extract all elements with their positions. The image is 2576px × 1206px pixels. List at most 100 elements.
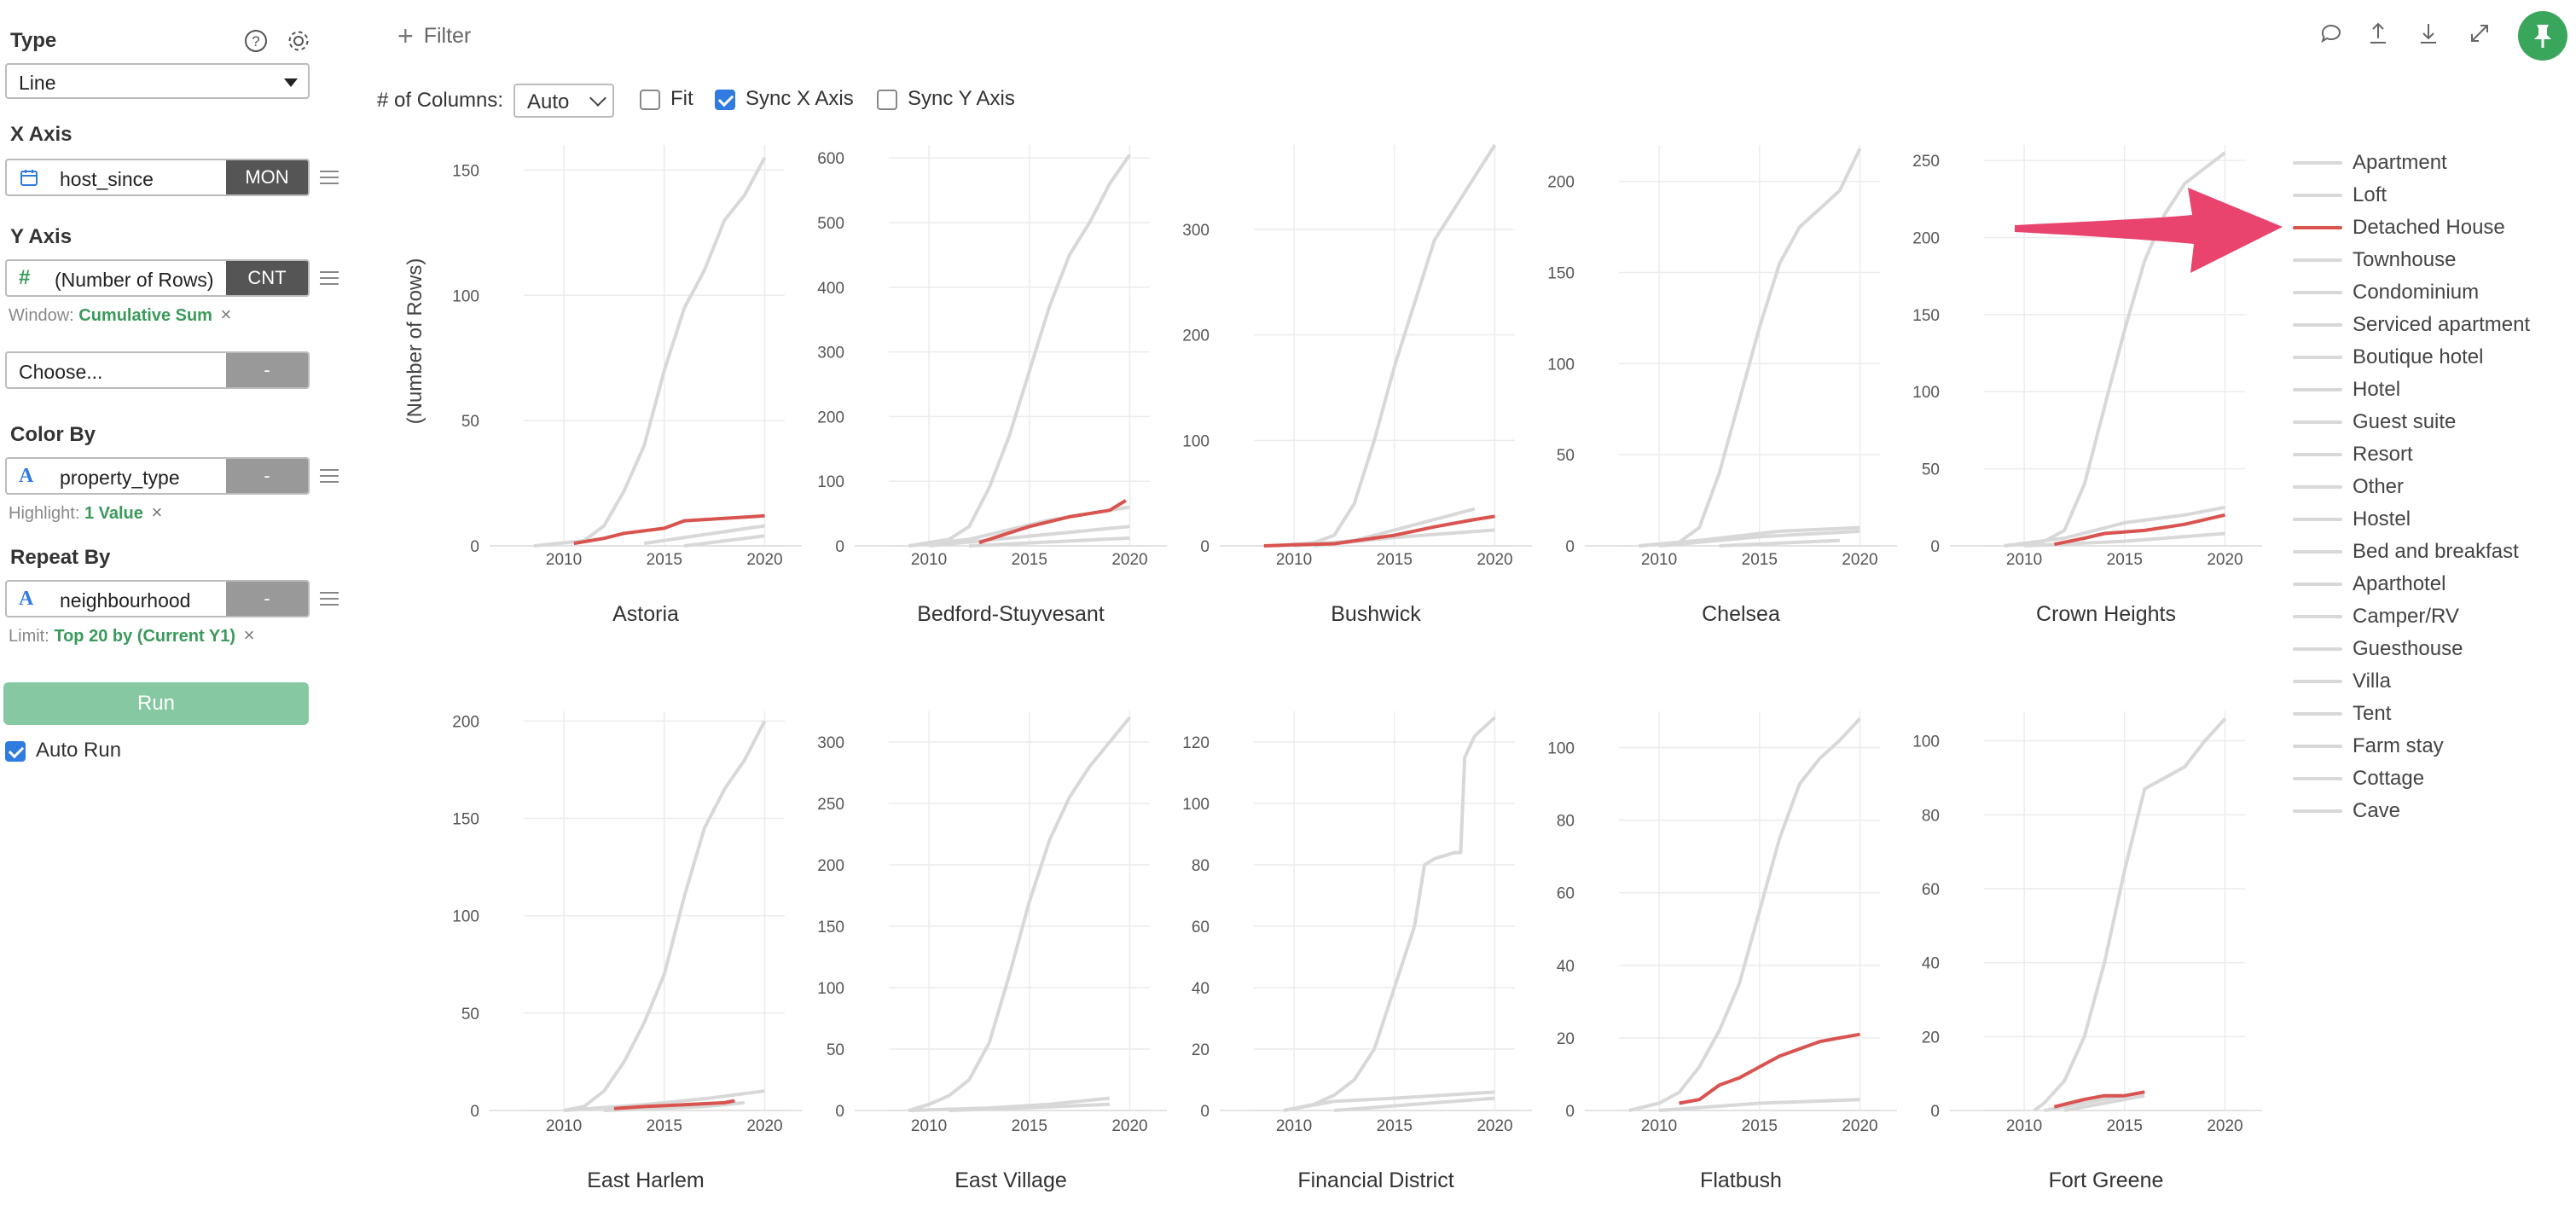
series-line-other[interactable] — [1334, 1096, 1495, 1112]
series-line-detached-house[interactable] — [573, 513, 765, 546]
legend-item[interactable]: Guest suite — [2293, 406, 2566, 438]
series-line-other[interactable] — [1658, 1098, 1860, 1112]
series-line-detached-house[interactable] — [1679, 1032, 1860, 1105]
auto-run-toggle[interactable]: Auto Run — [5, 739, 121, 762]
y-tick-label: 120 — [1182, 734, 1210, 752]
series-line-other[interactable] — [604, 1100, 746, 1112]
comment-icon[interactable] — [2318, 20, 2344, 46]
remove-window-icon[interactable]: × — [220, 304, 232, 325]
series-line-apartment[interactable] — [1273, 143, 1497, 548]
sync-y-checkbox[interactable] — [877, 89, 897, 110]
series-line-other[interactable] — [684, 534, 765, 548]
legend-item[interactable]: Camper/RV — [2293, 600, 2566, 633]
window-value-link[interactable]: Cumulative Sum — [78, 306, 212, 325]
pin-button[interactable] — [2518, 11, 2567, 61]
series-line-other[interactable] — [1658, 529, 1860, 548]
menu-icon[interactable] — [320, 469, 339, 483]
series-line-detached-house[interactable] — [978, 499, 1127, 545]
series-line-detached-house[interactable] — [2053, 1090, 2145, 1109]
upload-icon[interactable] — [2365, 20, 2391, 46]
legend-item[interactable]: Hostel — [2293, 503, 2566, 536]
legend-item[interactable]: Bed and breakfast — [2293, 536, 2566, 568]
sync-x-checkbox[interactable] — [715, 89, 735, 110]
series-line-apartment[interactable] — [908, 716, 1132, 1112]
series-line-apartment[interactable] — [563, 720, 767, 1112]
legend-item[interactable]: Townhouse — [2293, 244, 2566, 276]
panel-title: Fort Greene — [2049, 1168, 2164, 1192]
extra-field-chooser[interactable]: Choose... - — [5, 351, 310, 389]
legend-item[interactable]: Farm stay — [2293, 730, 2566, 762]
series-line-other[interactable] — [1293, 507, 1476, 548]
series-line-other[interactable] — [928, 525, 1130, 548]
legend-item[interactable]: Cottage — [2293, 762, 2566, 795]
series-line-apartment[interactable] — [1283, 716, 1496, 1112]
legend-item[interactable]: Boutique hotel — [2293, 341, 2566, 374]
series-line-other[interactable] — [949, 1102, 1110, 1112]
download-icon[interactable] — [2416, 20, 2441, 46]
menu-icon[interactable] — [320, 271, 339, 285]
series-line-other[interactable] — [2004, 505, 2225, 548]
remove-highlight-icon[interactable]: × — [151, 502, 163, 523]
series-line-other[interactable] — [2024, 531, 2225, 548]
color-by-agg-button[interactable]: - — [226, 459, 308, 493]
series-line-other[interactable] — [2044, 1090, 2145, 1112]
fit-toggle[interactable]: Fit — [640, 87, 693, 111]
repeat-by-field[interactable]: A neighbourhood - — [5, 580, 310, 617]
legend-item[interactable]: Resort — [2293, 438, 2566, 471]
legend-item[interactable]: Other — [2293, 471, 2566, 503]
legend-item[interactable]: Serviced apartment — [2293, 309, 2566, 341]
series-line-other[interactable] — [643, 524, 765, 546]
series-line-other[interactable] — [1314, 528, 1495, 548]
legend-item[interactable]: Tent — [2293, 698, 2566, 730]
x-axis-field[interactable]: host_since MON — [5, 159, 310, 196]
series-line-detached-house[interactable] — [613, 1099, 735, 1110]
series-line-apartment[interactable] — [908, 154, 1132, 548]
limit-value-link[interactable]: Top 20 by (Current Y1) — [54, 627, 235, 646]
fit-checkbox[interactable] — [640, 89, 660, 110]
series-line-detached-house[interactable] — [2054, 513, 2225, 547]
legend-item[interactable]: Hotel — [2293, 374, 2566, 406]
series-line-other[interactable] — [969, 536, 1130, 548]
columns-select[interactable]: Auto — [513, 84, 614, 118]
remove-limit-icon[interactable]: × — [243, 624, 255, 646]
series-line-other[interactable] — [2063, 1093, 2145, 1112]
gear-icon[interactable] — [286, 28, 311, 54]
extra-agg-button[interactable]: - — [226, 353, 308, 387]
y-axis-agg-button[interactable]: CNT — [226, 261, 308, 295]
legend-item[interactable]: Villa — [2293, 665, 2566, 698]
auto-run-checkbox[interactable] — [5, 740, 26, 762]
chart-type-select[interactable]: Line — [5, 63, 310, 99]
series-line-apartment[interactable] — [2033, 717, 2226, 1112]
series-line-other[interactable] — [563, 1089, 765, 1112]
highlight-value-link[interactable]: 1 Value — [84, 504, 143, 523]
legend-item[interactable]: Loft — [2293, 179, 2566, 212]
legend-item[interactable]: Detached House — [2293, 212, 2566, 244]
series-line-other[interactable] — [1719, 538, 1840, 548]
series-line-other[interactable] — [1639, 525, 1860, 548]
add-filter-button[interactable]: + Filter — [397, 20, 471, 52]
expand-icon[interactable] — [2467, 20, 2492, 46]
series-line-other[interactable] — [908, 505, 1130, 548]
y-tick-label: 150 — [452, 162, 479, 180]
help-icon[interactable]: ? — [243, 28, 269, 54]
color-by-field[interactable]: A property_type - — [5, 457, 310, 495]
legend-item[interactable]: Guesthouse — [2293, 633, 2566, 665]
legend-item[interactable]: Aparthotel — [2293, 568, 2566, 600]
run-button[interactable]: Run — [3, 682, 309, 725]
menu-icon[interactable] — [320, 592, 339, 606]
series-line-detached-house[interactable] — [1263, 514, 1495, 548]
sync-y-toggle[interactable]: Sync Y Axis — [877, 87, 1015, 111]
legend-item[interactable]: Apartment — [2293, 147, 2566, 179]
series-line-other[interactable] — [908, 1096, 1111, 1112]
series-line-apartment[interactable] — [1639, 148, 1862, 548]
legend-item[interactable]: Cave — [2293, 795, 2566, 827]
x-axis-agg-button[interactable]: MON — [226, 160, 308, 194]
y-axis-field[interactable]: # (Number of Rows) CNT — [5, 259, 310, 297]
legend-item[interactable]: Condominium — [2293, 276, 2566, 309]
series-line-apartment[interactable] — [533, 156, 767, 548]
series-line-apartment[interactable] — [1628, 717, 1861, 1112]
sync-x-toggle[interactable]: Sync X Axis — [715, 87, 854, 111]
repeat-by-agg-button[interactable]: - — [226, 582, 308, 616]
series-line-other[interactable] — [1283, 1090, 1495, 1112]
menu-icon[interactable] — [320, 171, 339, 184]
